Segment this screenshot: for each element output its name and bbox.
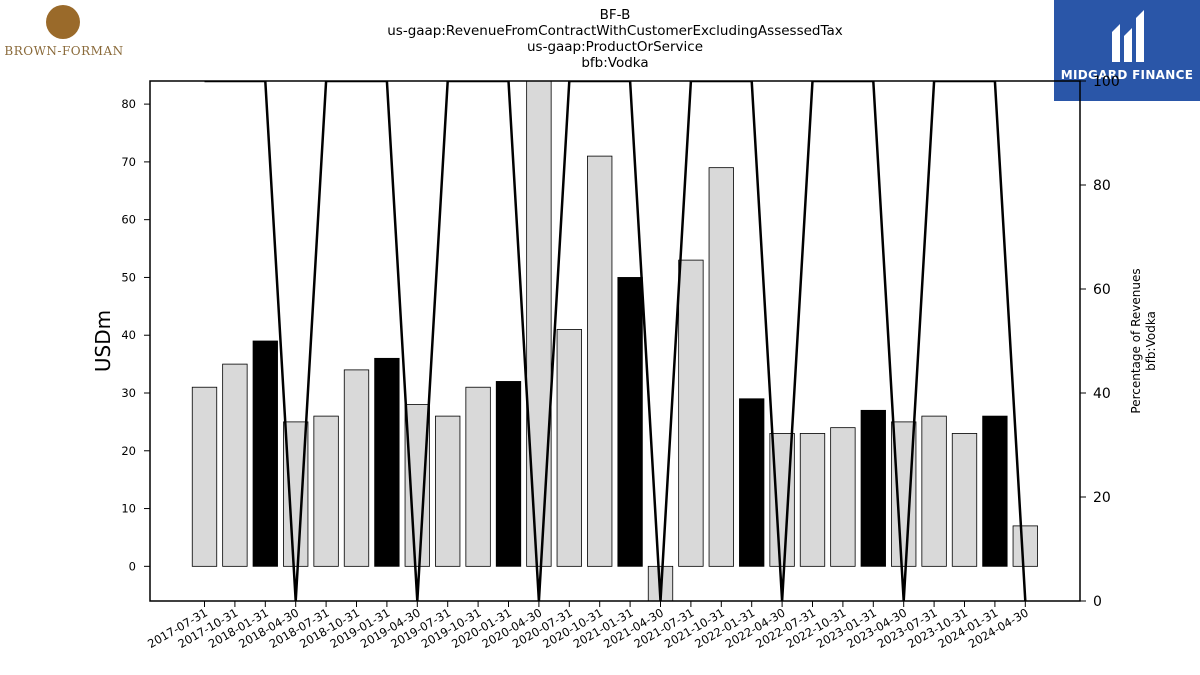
- bar-2024-04-30: [1012, 525, 1038, 567]
- bar-2017-10-31: [222, 363, 248, 567]
- y-tick-label: 80: [121, 97, 136, 111]
- brown-forman-logo: BROWN-FORMAN: [0, 0, 130, 70]
- y2-axis-label-line-2: bfb:Vodka: [1144, 311, 1158, 371]
- bar-2018-10-31: [343, 369, 370, 567]
- y-axis-label: USDm: [91, 310, 115, 372]
- bar-2023-01-31: [860, 409, 886, 567]
- x-axis-ticks: 2017-07-312017-10-312018-01-312018-04-30…: [145, 601, 1031, 651]
- brown-forman-medal-icon: [46, 5, 80, 39]
- left-axis-ticks: 0 10 20 30 40 50 60 70 80: [121, 97, 150, 573]
- bar-2022-01-31: [739, 398, 765, 567]
- bar-2021-10-31: [708, 167, 734, 567]
- bar-2021-01-31: [617, 277, 643, 567]
- y2-tick-label: 0: [1093, 594, 1102, 610]
- midgard-emblem-icon: [1112, 10, 1144, 62]
- y-tick-label: 40: [121, 328, 136, 342]
- y2-tick-label: 60: [1093, 282, 1111, 298]
- y-tick-label: 50: [121, 270, 136, 284]
- brown-forman-wordmark: BROWN-FORMAN: [4, 44, 124, 58]
- y2-tick-label: 20: [1093, 490, 1111, 506]
- bar-2019-04-30: [404, 404, 430, 567]
- bar-2020-07-31: [556, 329, 582, 567]
- chart-title: BF-B us-gaap:RevenueFromContractWithCust…: [300, 7, 930, 71]
- title-line-2: us-gaap:RevenueFromContractWithCustomerE…: [387, 23, 843, 39]
- percentage-line-series: [204, 81, 1027, 601]
- title-line-3: us-gaap:ProductOrService: [526, 39, 704, 55]
- midgard-finance-wordmark: MIDGARD FINANCE: [1060, 68, 1194, 82]
- percentage-line: [204, 81, 1027, 601]
- bar-2019-07-31: [435, 415, 461, 567]
- y-tick-label: 70: [121, 155, 136, 169]
- plot-frame: [149, 80, 1081, 602]
- bar-2022-07-31: [799, 433, 826, 567]
- bar-2018-07-31: [313, 415, 339, 567]
- right-axis-ticks: 0 20 40 60 80 100: [1080, 74, 1120, 610]
- y-tick-label: 0: [129, 559, 136, 573]
- y2-tick-label: 40: [1093, 386, 1111, 402]
- bar-2023-10-31: [951, 433, 978, 567]
- bar-2021-07-31: [678, 259, 704, 567]
- bar-2018-01-31: [252, 340, 278, 567]
- bar-2020-10-31: [587, 155, 613, 567]
- y2-axis-label-line-1: Percentage of Revenues: [1129, 268, 1143, 413]
- bar-2017-07-31: [191, 386, 218, 567]
- bar-2019-10-31: [465, 386, 491, 567]
- bar-2020-01-31: [495, 381, 522, 567]
- bar-2023-07-31: [921, 415, 947, 567]
- y-tick-label: 30: [121, 386, 136, 400]
- midgard-finance-logo: MIDGARD FINANCE: [1054, 0, 1200, 101]
- title-line-4: bfb:Vodka: [581, 55, 649, 71]
- y-tick-label: 60: [121, 213, 136, 227]
- bar-series: [191, 81, 1038, 601]
- y2-tick-label: 80: [1093, 178, 1111, 194]
- bar-2019-01-31: [374, 357, 400, 567]
- y2-tick-label: 100: [1093, 74, 1120, 90]
- bar-2022-10-31: [830, 427, 856, 567]
- bar-2024-01-31: [982, 415, 1008, 567]
- y-tick-label: 10: [121, 502, 136, 516]
- bar-2020-04-30: [526, 81, 552, 567]
- y-tick-label: 20: [121, 444, 136, 458]
- title-line-1: BF-B: [599, 7, 631, 23]
